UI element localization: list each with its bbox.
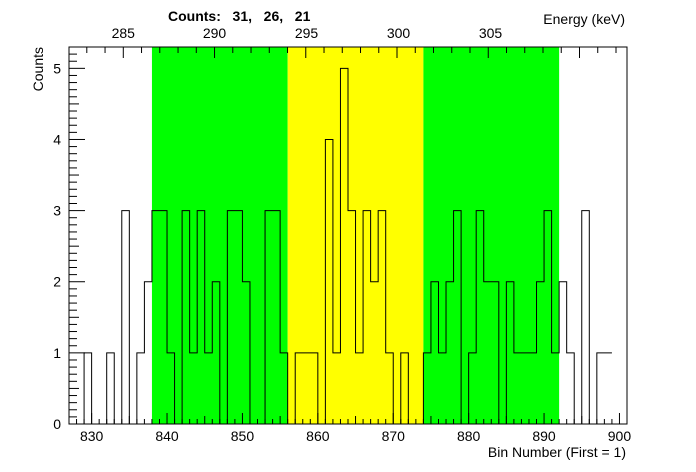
y-tick-label: 1 <box>53 345 61 361</box>
y-tick-label: 2 <box>53 274 61 290</box>
y-tick-label: 5 <box>53 60 61 76</box>
energy-tick-label: 285 <box>112 25 136 41</box>
x-tick-label: 860 <box>306 428 330 444</box>
x-tick-label: 840 <box>155 428 179 444</box>
histogram-line <box>69 67 612 425</box>
x-tick-label: 890 <box>532 428 556 444</box>
energy-tick-label: 290 <box>203 25 227 41</box>
x-tick-label: 900 <box>608 428 632 444</box>
y-axis: 0 1 2 3 4 5 <box>53 46 85 432</box>
x-tick-label: 880 <box>457 428 481 444</box>
y-tick-label: 3 <box>53 203 61 219</box>
band-3 <box>423 47 560 424</box>
x-tick-label: 830 <box>80 428 104 444</box>
x-tick-label: 850 <box>231 428 255 444</box>
histogram-layer <box>69 67 612 425</box>
x-tick-label: 870 <box>382 428 406 444</box>
energy-tick-label: 295 <box>295 25 319 41</box>
counts-title: Counts: 31, 26, 21 <box>168 8 311 24</box>
energy-tick-label: 305 <box>479 25 503 41</box>
energy-tick-label: 300 <box>387 25 411 41</box>
energy-axis: 285 290 295 300 305 <box>86 25 617 58</box>
x-axis: 830 840 850 860 870 880 890 900 <box>68 413 632 444</box>
y-axis-title: Counts <box>30 47 46 91</box>
x-axis-title: Bin Number (First = 1) <box>488 444 626 460</box>
y-tick-label: 4 <box>53 131 61 147</box>
y-tick-label: 0 <box>53 416 61 432</box>
energy-axis-title: Energy (keV) <box>543 11 625 27</box>
